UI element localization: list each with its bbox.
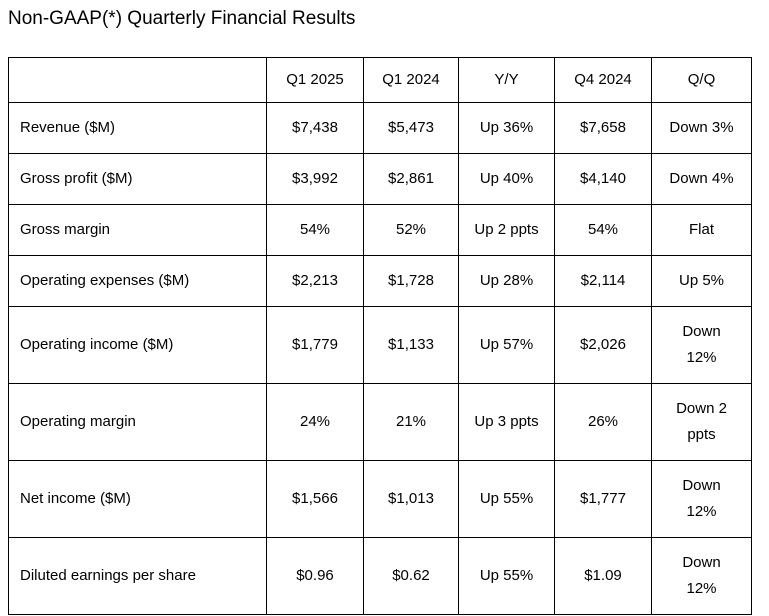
table-body: Revenue ($M) $7,438 $5,473 Up 36% $7,658 Down… [8, 102, 752, 615]
row-label: Operating expenses ($M) [8, 255, 267, 307]
row-label: Revenue ($M) [8, 102, 267, 154]
cell-value: 26% [554, 383, 652, 461]
cell-value: $1,013 [363, 460, 459, 538]
cell-value: Up 3 ppts [458, 383, 555, 461]
table-row: Gross margin 54% 52% Up 2 ppts 54% Flat [8, 204, 752, 256]
table-header-row: Q1 2025 Q1 2024 Y/Y Q4 2024 Q/Q [8, 57, 752, 103]
cell-value: Up 2 ppts [458, 204, 555, 256]
corner-cell [8, 57, 267, 103]
row-label: Operating income ($M) [8, 306, 267, 384]
cell-value: Down 3% [651, 102, 752, 154]
cell-value: Up 40% [458, 153, 555, 205]
table-row: Revenue ($M) $7,438 $5,473 Up 36% $7,658 Down… [8, 102, 752, 154]
cell-value: Down 12% [651, 306, 752, 384]
cell-value: $7,438 [266, 102, 364, 154]
table-row: Operating expenses ($M) $2,213 $1,728 Up 28… [8, 255, 752, 307]
cell-value: $4,140 [554, 153, 652, 205]
cell-value: Down 12% [651, 460, 752, 538]
cell-value: $1,566 [266, 460, 364, 538]
page-title: Non-GAAP(*) Quarterly Financial Results [8, 8, 356, 29]
column-header: Q4 2024 [554, 57, 652, 103]
cell-value: $0.96 [266, 537, 364, 615]
cell-value: Down 2 ppts [651, 383, 752, 461]
cell-value: $0.62 [363, 537, 459, 615]
financial-results-table: Q1 2025 Q1 2024 Y/Y Q4 2024 Q/Q Revenue ($M)… [8, 57, 752, 615]
cell-value: Up 55% [458, 537, 555, 615]
cell-value: Down 12% [651, 537, 752, 615]
cell-value: Up 28% [458, 255, 555, 307]
cell-value: $1.09 [554, 537, 652, 615]
column-header: Q1 2024 [363, 57, 459, 103]
cell-value: 24% [266, 383, 364, 461]
column-header: Y/Y [458, 57, 555, 103]
table-row: Gross profit ($M) $3,992 $2,861 Up 40% $4,14… [8, 153, 752, 205]
row-label: Net income ($M) [8, 460, 267, 538]
cell-value: $7,658 [554, 102, 652, 154]
row-label: Diluted earnings per share [8, 537, 267, 615]
cell-value: Flat [651, 204, 752, 256]
cell-value: $1,777 [554, 460, 652, 538]
row-label: Gross profit ($M) [8, 153, 267, 205]
cell-value: Up 55% [458, 460, 555, 538]
cell-value: 52% [363, 204, 459, 256]
cell-value: $1,133 [363, 306, 459, 384]
table-row: Diluted earnings per share $0.96 $0.62 Up 5… [8, 537, 752, 615]
cell-value: 54% [554, 204, 652, 256]
cell-value: $2,861 [363, 153, 459, 205]
table-row: Net income ($M) $1,566 $1,013 Up 55% $1,777 D… [8, 460, 752, 538]
cell-value: 21% [363, 383, 459, 461]
row-label: Operating margin [8, 383, 267, 461]
cell-value: Up 57% [458, 306, 555, 384]
table-row: Operating income ($M) $1,779 $1,133 Up 57% $… [8, 306, 752, 384]
row-label: Gross margin [8, 204, 267, 256]
cell-value: Down 4% [651, 153, 752, 205]
cell-value: $2,026 [554, 306, 652, 384]
cell-value: Up 5% [651, 255, 752, 307]
cell-value: $1,728 [363, 255, 459, 307]
table-head: Q1 2025 Q1 2024 Y/Y Q4 2024 Q/Q [8, 57, 752, 103]
cell-value: $3,992 [266, 153, 364, 205]
cell-value: $1,779 [266, 306, 364, 384]
table-row: Operating margin 24% 21% Up 3 ppts 26% Down 2… [8, 383, 752, 461]
column-header: Q1 2025 [266, 57, 364, 103]
cell-value: $2,213 [266, 255, 364, 307]
column-header: Q/Q [651, 57, 752, 103]
cell-value: 54% [266, 204, 364, 256]
cell-value: Up 36% [458, 102, 555, 154]
cell-value: $5,473 [363, 102, 459, 154]
cell-value: $2,114 [554, 255, 652, 307]
